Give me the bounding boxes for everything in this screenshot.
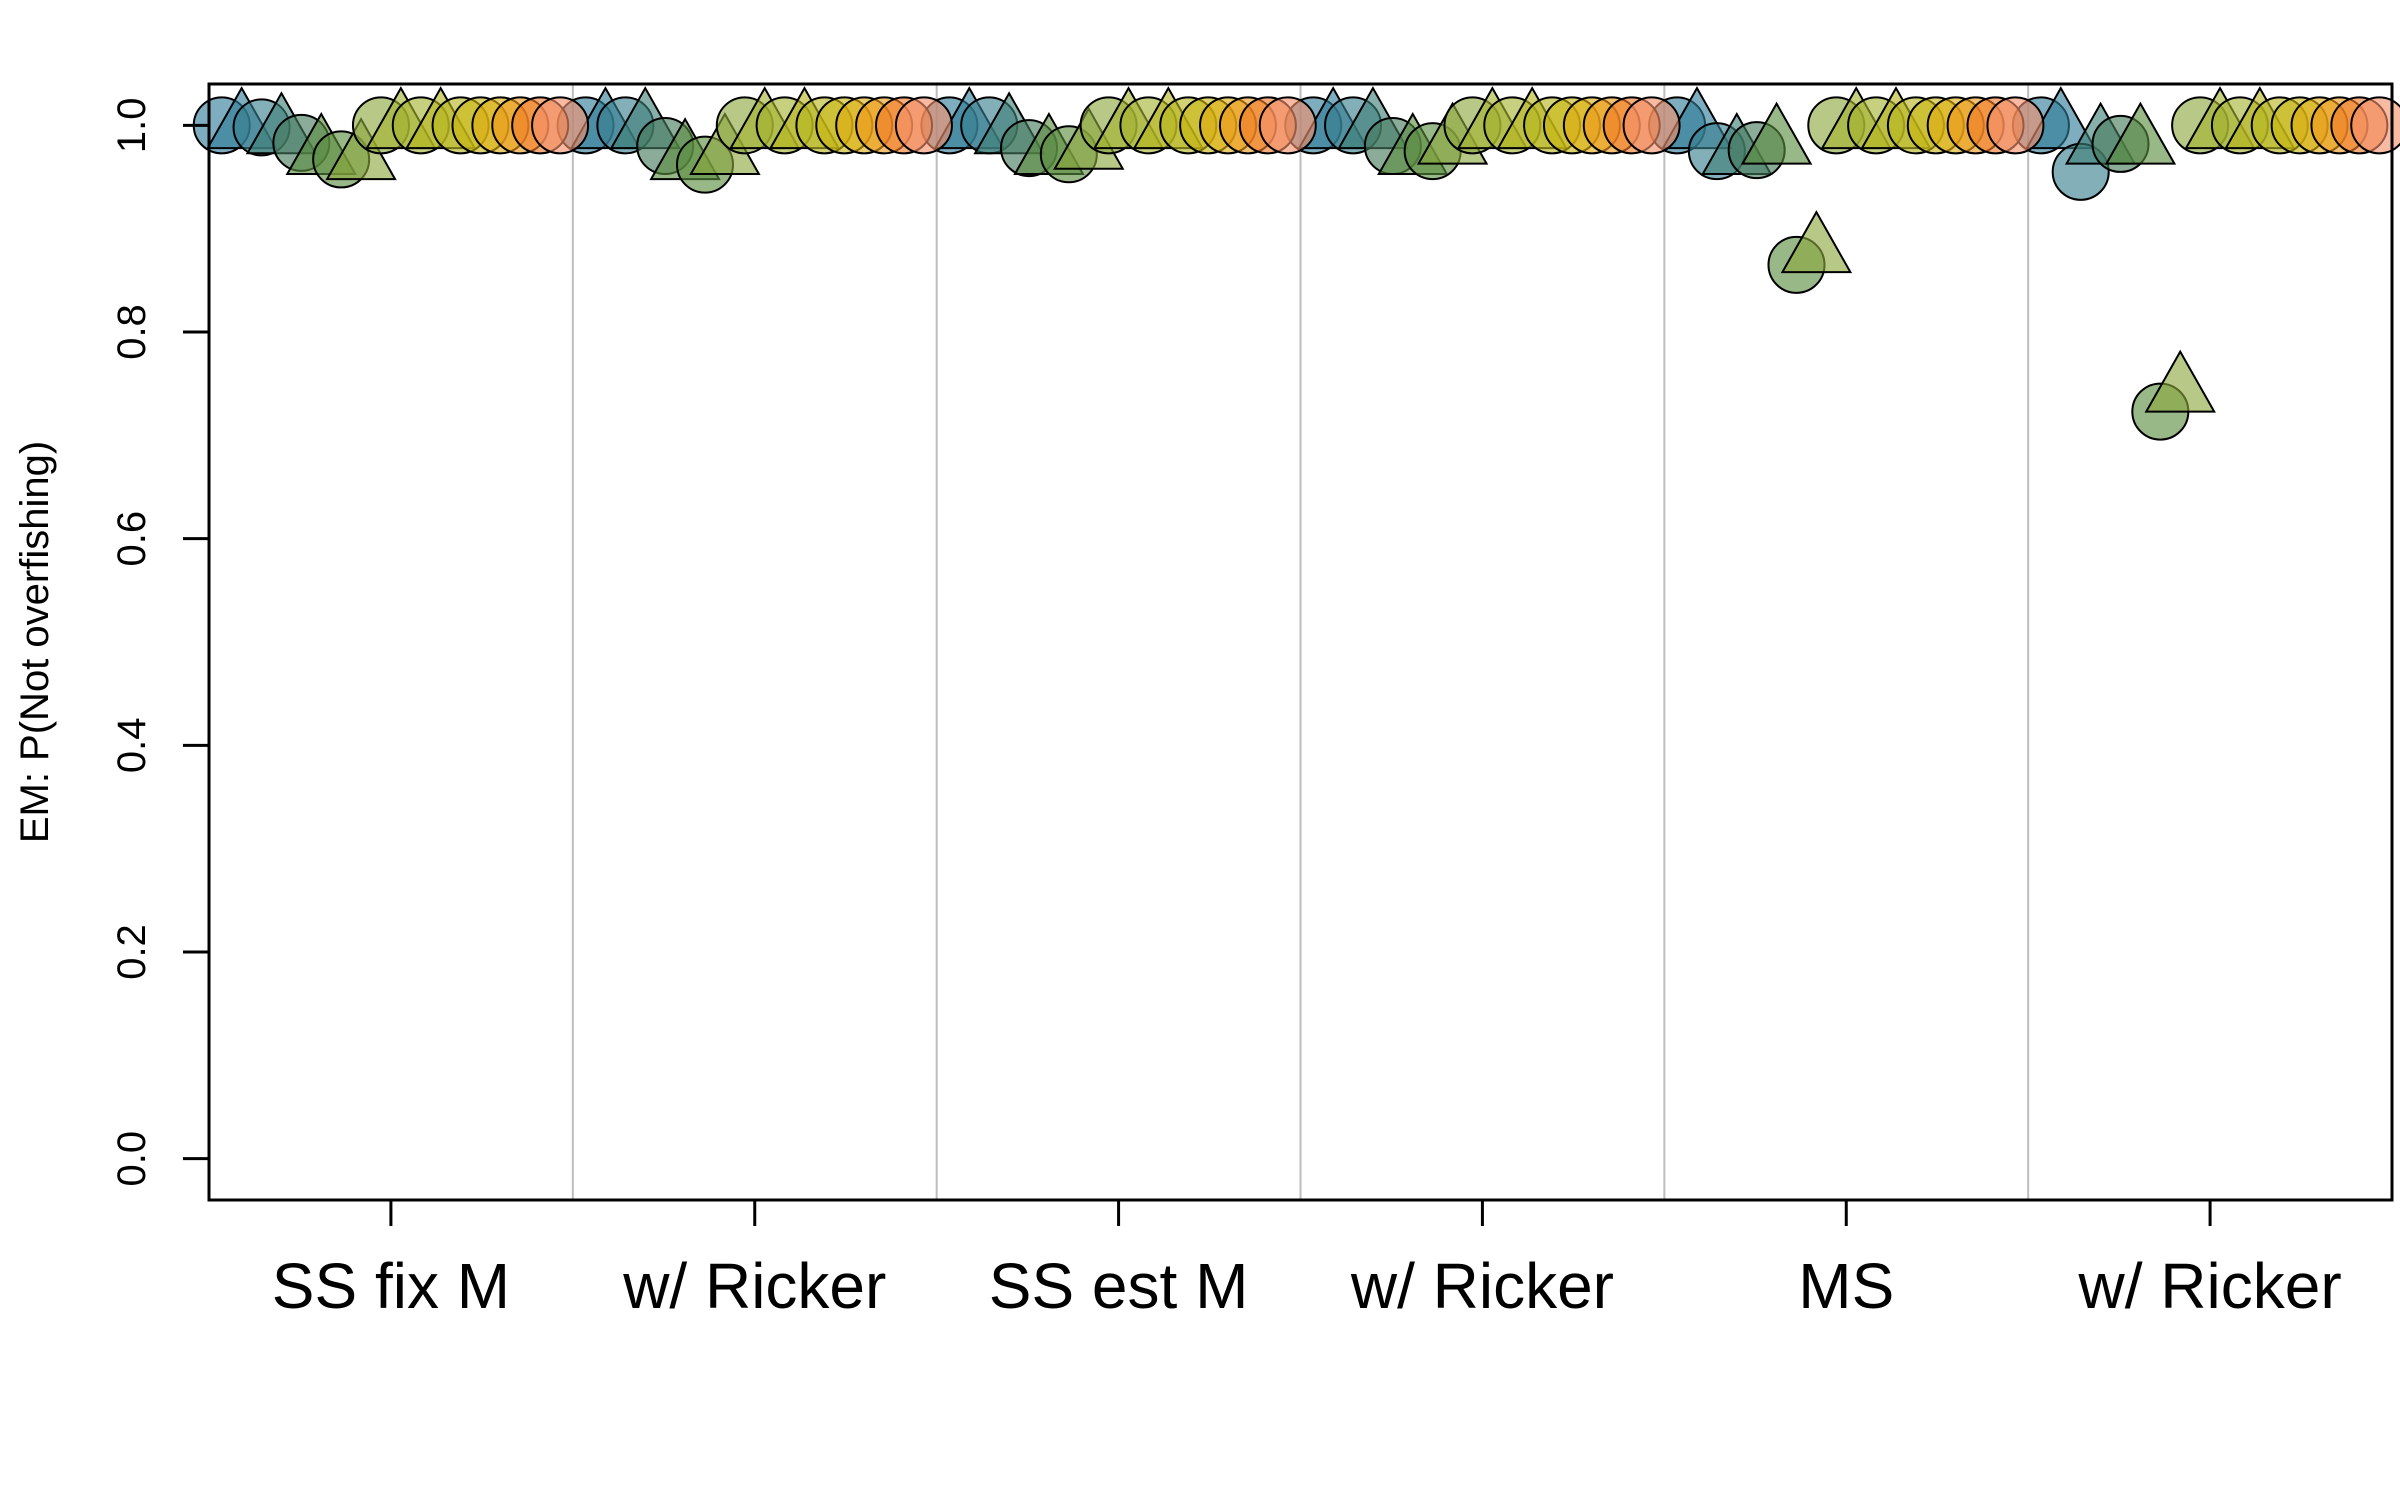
x-tick-label: w/ Ricker xyxy=(1350,1250,1614,1322)
y-tick-label: 0.0 xyxy=(110,1131,154,1187)
y-tick-label: 0.6 xyxy=(110,511,154,567)
data-point-circle xyxy=(1622,96,1681,155)
data-point-triangle xyxy=(1780,210,1853,274)
data-point-circle xyxy=(2350,96,2400,155)
y-axis-label: EM: P(Not overfishing) xyxy=(13,441,57,843)
plot-frame xyxy=(207,82,2394,1202)
y-axis: 0.0 0.2 0.4 0.6 0.8 1.0 xyxy=(110,98,209,1187)
data-point-circle xyxy=(1986,96,2045,155)
data-point-triangle xyxy=(1740,101,1813,165)
data-points xyxy=(192,86,2400,441)
data-point-triangle xyxy=(2025,86,2097,150)
data-point-circle xyxy=(1258,96,1317,155)
data-point-circle xyxy=(531,96,590,155)
x-axis: SS fix M w/ Ricker SS est M w/ Ricker MS w/ R… xyxy=(272,1200,2342,1322)
data-point-triangle xyxy=(2144,349,2216,413)
y-tick-label: 0.8 xyxy=(110,304,154,360)
y-tick-label: 1.0 xyxy=(110,98,154,154)
x-tick-label: w/ Ricker xyxy=(622,1250,886,1322)
x-tick-label: MS xyxy=(1798,1250,1894,1322)
data-point-triangle xyxy=(2104,101,2177,165)
group-separators xyxy=(571,84,2030,1200)
x-tick-label: w/ Ricker xyxy=(2078,1250,2342,1322)
y-tick-label: 0.4 xyxy=(110,718,154,774)
y-tick-label: 0.2 xyxy=(110,924,154,980)
data-point-circle xyxy=(894,96,953,155)
x-tick-label: SS est M xyxy=(989,1250,1249,1322)
x-tick-label: SS fix M xyxy=(272,1250,510,1322)
